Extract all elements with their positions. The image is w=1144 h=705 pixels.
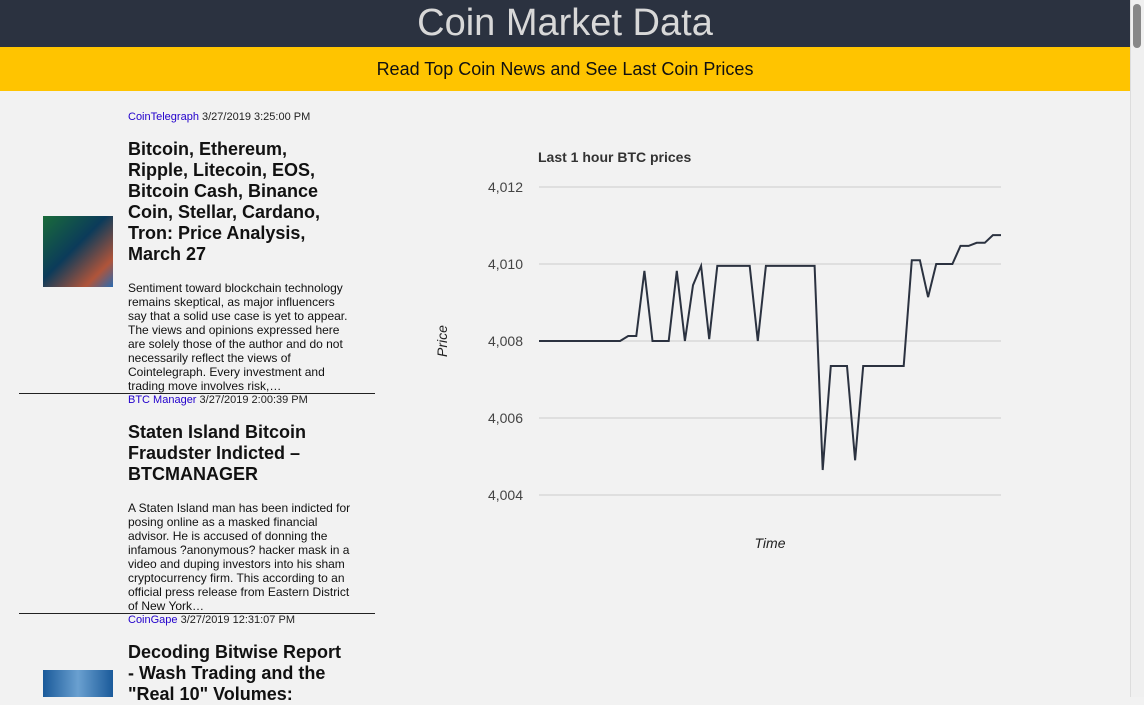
news-date: 3/27/2019 2:00:39 PM <box>199 394 308 406</box>
scroll-thumb[interactable] <box>1133 4 1141 48</box>
y-axis-label: Price <box>434 325 450 357</box>
scrollbar[interactable] <box>1130 0 1144 697</box>
news-meta: CoinGape 3/27/2019 12:31:07 PM <box>128 614 295 626</box>
header-title: Coin Market Data <box>0 0 1130 47</box>
y-tick-label: 4,004 <box>488 487 523 503</box>
news-title[interactable]: Bitcoin, Ethereum, Ripple, Litecoin, EOS… <box>128 139 321 264</box>
news-meta: BTC Manager 3/27/2019 2:00:39 PM <box>128 394 308 406</box>
news-date: 3/27/2019 12:31:07 PM <box>180 614 295 626</box>
news-summary: A Staten Island man has been indicted fo… <box>128 501 351 613</box>
price-line <box>539 234 1001 471</box>
news-image[interactable] <box>43 670 113 697</box>
news-summary: Sentiment toward blockchain technology r… <box>128 281 348 393</box>
news-image[interactable] <box>43 216 113 287</box>
news-meta: CoinTelegraph 3/27/2019 3:25:00 PM <box>128 111 310 123</box>
news-date: 3/27/2019 3:25:00 PM <box>202 111 311 123</box>
news-source[interactable]: CoinTelegraph <box>128 111 199 123</box>
y-tick-label: 4,006 <box>488 410 523 426</box>
header-subtitle: Read Top Coin News and See Last Coin Pri… <box>0 47 1130 91</box>
y-tick-label: 4,012 <box>488 179 523 195</box>
x-axis-label: Time <box>755 535 786 551</box>
y-tick-label: 4,008 <box>488 333 523 349</box>
y-tick-label: 4,010 <box>488 256 523 272</box>
news-source[interactable]: CoinGape <box>128 614 178 626</box>
news-title[interactable]: Staten Island Bitcoin Fraudster Indicted… <box>128 422 307 484</box>
separator <box>19 613 375 614</box>
chart: Last 1 hour BTC prices Price Time 4,004 4… <box>434 149 1001 551</box>
separator <box>19 393 375 394</box>
chart-title: Last 1 hour BTC prices <box>538 149 691 165</box>
news-source[interactable]: BTC Manager <box>128 394 197 406</box>
